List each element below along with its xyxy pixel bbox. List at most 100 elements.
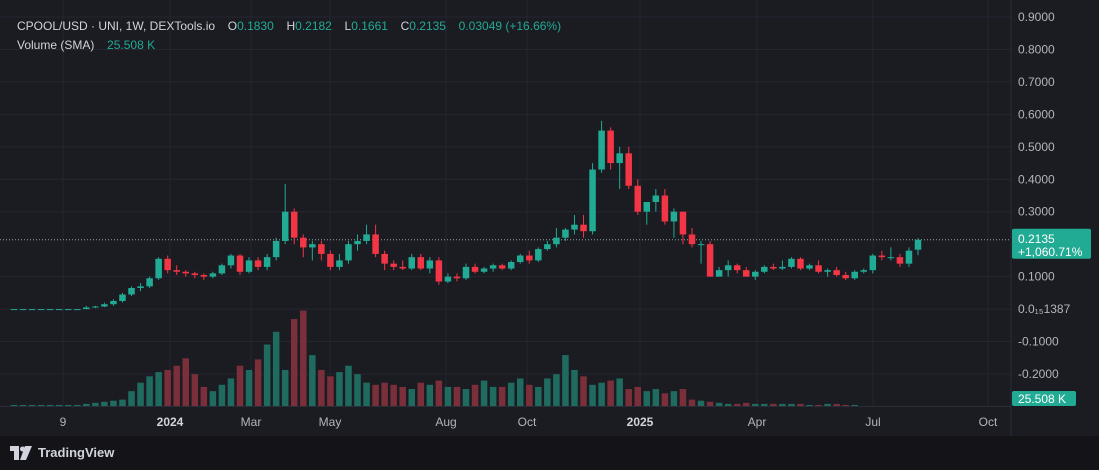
candle-body bbox=[516, 255, 524, 263]
y-tick-label: 0.4000 bbox=[1018, 172, 1055, 186]
candle-body bbox=[706, 244, 714, 277]
candle-body bbox=[815, 265, 822, 272]
volume-bar bbox=[191, 374, 199, 406]
candle-body bbox=[697, 244, 705, 246]
volume-bar bbox=[715, 402, 723, 406]
candle-body bbox=[309, 244, 316, 248]
candle-body bbox=[200, 275, 208, 277]
candle-body bbox=[607, 130, 614, 164]
volume-bar bbox=[526, 384, 533, 406]
x-tick-label: Apr bbox=[748, 415, 767, 429]
candle-body bbox=[164, 258, 171, 271]
volume-bar bbox=[173, 365, 180, 406]
candle-body bbox=[914, 239, 922, 250]
candle-body bbox=[101, 304, 108, 307]
volume-bar bbox=[742, 402, 750, 406]
volume-bar bbox=[761, 403, 768, 406]
candle-body bbox=[372, 234, 379, 254]
volume-bar bbox=[64, 404, 72, 406]
y-tick-label: 0.7000 bbox=[1018, 75, 1055, 89]
volume-bar bbox=[19, 404, 27, 406]
candle-body bbox=[236, 255, 244, 272]
candle-body bbox=[263, 257, 271, 267]
volume-bar bbox=[580, 376, 587, 406]
candle-body bbox=[290, 211, 298, 238]
candle-body bbox=[860, 270, 868, 272]
volume-bar bbox=[164, 369, 171, 406]
last-price-change: +1,060.71% bbox=[1018, 245, 1083, 259]
volume-bar bbox=[589, 384, 596, 406]
candle-body bbox=[354, 240, 361, 245]
volume-layer bbox=[10, 310, 922, 407]
volume-bar bbox=[227, 378, 235, 406]
candle-body bbox=[779, 266, 786, 269]
volume-bar bbox=[797, 403, 804, 406]
volume-bar bbox=[643, 391, 651, 406]
legend-open-value: 0.1830 bbox=[237, 19, 274, 33]
legend-symbol: CPOOL/USD · UNI, 1W, DEXTools.io bbox=[17, 19, 216, 33]
volume-bar bbox=[733, 403, 741, 406]
candle-body bbox=[281, 211, 289, 241]
candle-body bbox=[634, 185, 642, 212]
volume-bar bbox=[553, 374, 560, 406]
candle-body bbox=[724, 265, 732, 271]
candle-body bbox=[625, 153, 632, 186]
candle-body bbox=[715, 270, 723, 277]
candle-body bbox=[37, 309, 45, 311]
volume-bar bbox=[770, 403, 777, 406]
volume-bar bbox=[236, 365, 244, 406]
x-tick-label: 2025 bbox=[627, 415, 654, 429]
volume-bar bbox=[263, 344, 271, 406]
volume-bar bbox=[507, 382, 515, 406]
candle-body bbox=[742, 270, 750, 277]
candle-body bbox=[679, 211, 687, 235]
candle-body bbox=[453, 276, 461, 279]
candle-body bbox=[553, 237, 560, 245]
candle-body bbox=[83, 307, 90, 310]
candle-body bbox=[661, 195, 669, 222]
x-tick-label: Oct bbox=[979, 415, 998, 429]
candle-body bbox=[480, 268, 488, 272]
volume-bar bbox=[200, 386, 208, 406]
volume-bar bbox=[300, 310, 307, 406]
last-price-tag-bg bbox=[1012, 228, 1091, 259]
candle-body bbox=[598, 130, 605, 170]
volume-bar bbox=[390, 384, 397, 406]
volume-tag-value: 25.508 K bbox=[1018, 392, 1066, 406]
volume-bar bbox=[119, 399, 126, 406]
tradingview-logo[interactable]: TradingView bbox=[10, 445, 114, 460]
candle-body bbox=[173, 270, 180, 272]
volume-bar bbox=[101, 401, 108, 406]
candle-body bbox=[137, 286, 144, 288]
volume-bar bbox=[616, 378, 623, 406]
volume-bar bbox=[46, 404, 54, 406]
candle-body bbox=[28, 309, 36, 311]
tradingview-icon bbox=[10, 445, 32, 460]
price-chart[interactable]: 0.9000 0.8000 0.7000 0.6000 0.5000 0.4000 0.30… bbox=[0, 0, 1099, 436]
candle-body bbox=[489, 265, 497, 269]
volume-bar bbox=[245, 369, 253, 406]
volume-bar bbox=[10, 404, 18, 406]
volume-bar bbox=[110, 400, 117, 406]
legend-low-label: L bbox=[344, 19, 352, 33]
candle-body bbox=[562, 229, 569, 238]
candle-body bbox=[110, 300, 117, 305]
candle-body bbox=[399, 266, 406, 269]
volume-bar bbox=[598, 382, 605, 406]
legend-low-value: 0.1661 bbox=[351, 19, 388, 33]
candle-body bbox=[444, 276, 452, 282]
candle-body bbox=[498, 265, 506, 269]
volume-bar bbox=[137, 382, 144, 406]
volume-bar bbox=[535, 386, 542, 406]
legend-change: 0.03049 (+16.66%) bbox=[458, 19, 562, 33]
volume-bar bbox=[634, 386, 642, 406]
candle-body bbox=[10, 309, 18, 311]
legend-volume-label: Volume (SMA) bbox=[17, 38, 95, 52]
candle-body bbox=[462, 266, 470, 279]
volume-bar bbox=[544, 378, 551, 406]
volume-bar bbox=[779, 403, 786, 406]
volume-bar bbox=[806, 404, 813, 406]
candle-body bbox=[417, 257, 425, 269]
candle-body bbox=[851, 271, 858, 279]
